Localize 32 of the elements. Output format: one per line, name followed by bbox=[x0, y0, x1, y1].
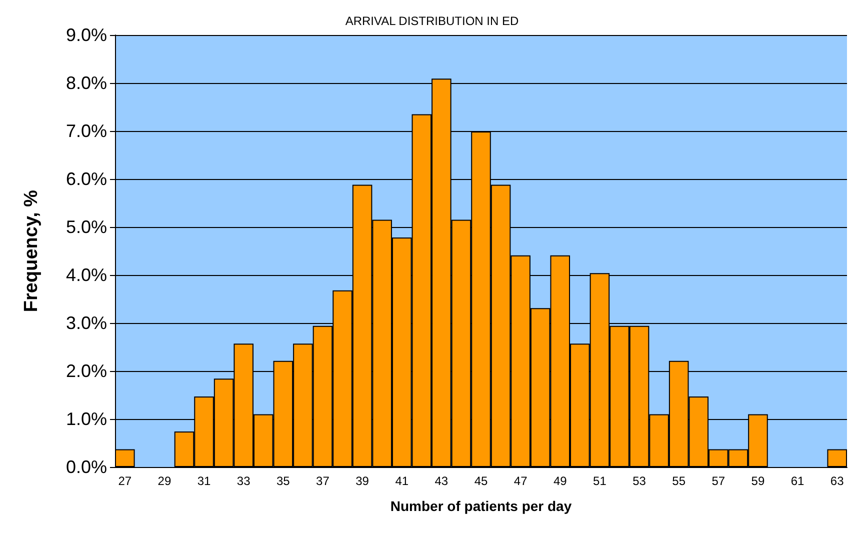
y-tick-label: 9.0% bbox=[66, 25, 107, 45]
x-tick-label: 63 bbox=[830, 474, 844, 488]
x-tick-label: 51 bbox=[593, 474, 607, 488]
x-tick-label: 37 bbox=[316, 474, 330, 488]
x-tick-label: 41 bbox=[395, 474, 409, 488]
y-axis-title: Frequency, % bbox=[21, 190, 42, 312]
y-tick-label: 8.0% bbox=[66, 73, 107, 93]
x-tick-label: 27 bbox=[118, 474, 132, 488]
x-tick-label: 53 bbox=[632, 474, 646, 488]
x-tick-label: 49 bbox=[553, 474, 568, 488]
y-tick-label: 0.0% bbox=[66, 457, 107, 477]
x-tick-label: 35 bbox=[276, 474, 290, 488]
y-tick-label: 6.0% bbox=[66, 169, 107, 189]
x-tick-label: 57 bbox=[712, 474, 726, 488]
x-tick-label: 61 bbox=[790, 474, 805, 488]
x-axis-title: Number of patients per day bbox=[390, 498, 572, 514]
x-tick-label: 59 bbox=[751, 474, 765, 488]
y-tick-label: 7.0% bbox=[66, 121, 107, 141]
chart-title: ARRIVAL DISTRIBUTION IN ED bbox=[345, 14, 520, 28]
y-tick-label: 3.0% bbox=[66, 313, 107, 333]
x-tick-label: 39 bbox=[356, 474, 370, 488]
x-tick-label: 33 bbox=[236, 474, 251, 488]
x-tick-label: 47 bbox=[514, 474, 528, 488]
y-tick-label: 5.0% bbox=[66, 217, 107, 237]
y-tick-label: 1.0% bbox=[66, 409, 107, 429]
x-tick-label: 31 bbox=[197, 474, 212, 488]
x-tick-label: 43 bbox=[434, 474, 448, 488]
x-tick-label: 45 bbox=[474, 474, 488, 488]
x-tick-label: 55 bbox=[672, 474, 686, 488]
y-tick-label: 2.0% bbox=[66, 361, 107, 381]
x-tick-label: 29 bbox=[158, 474, 172, 488]
y-tick-label: 4.0% bbox=[66, 265, 107, 285]
